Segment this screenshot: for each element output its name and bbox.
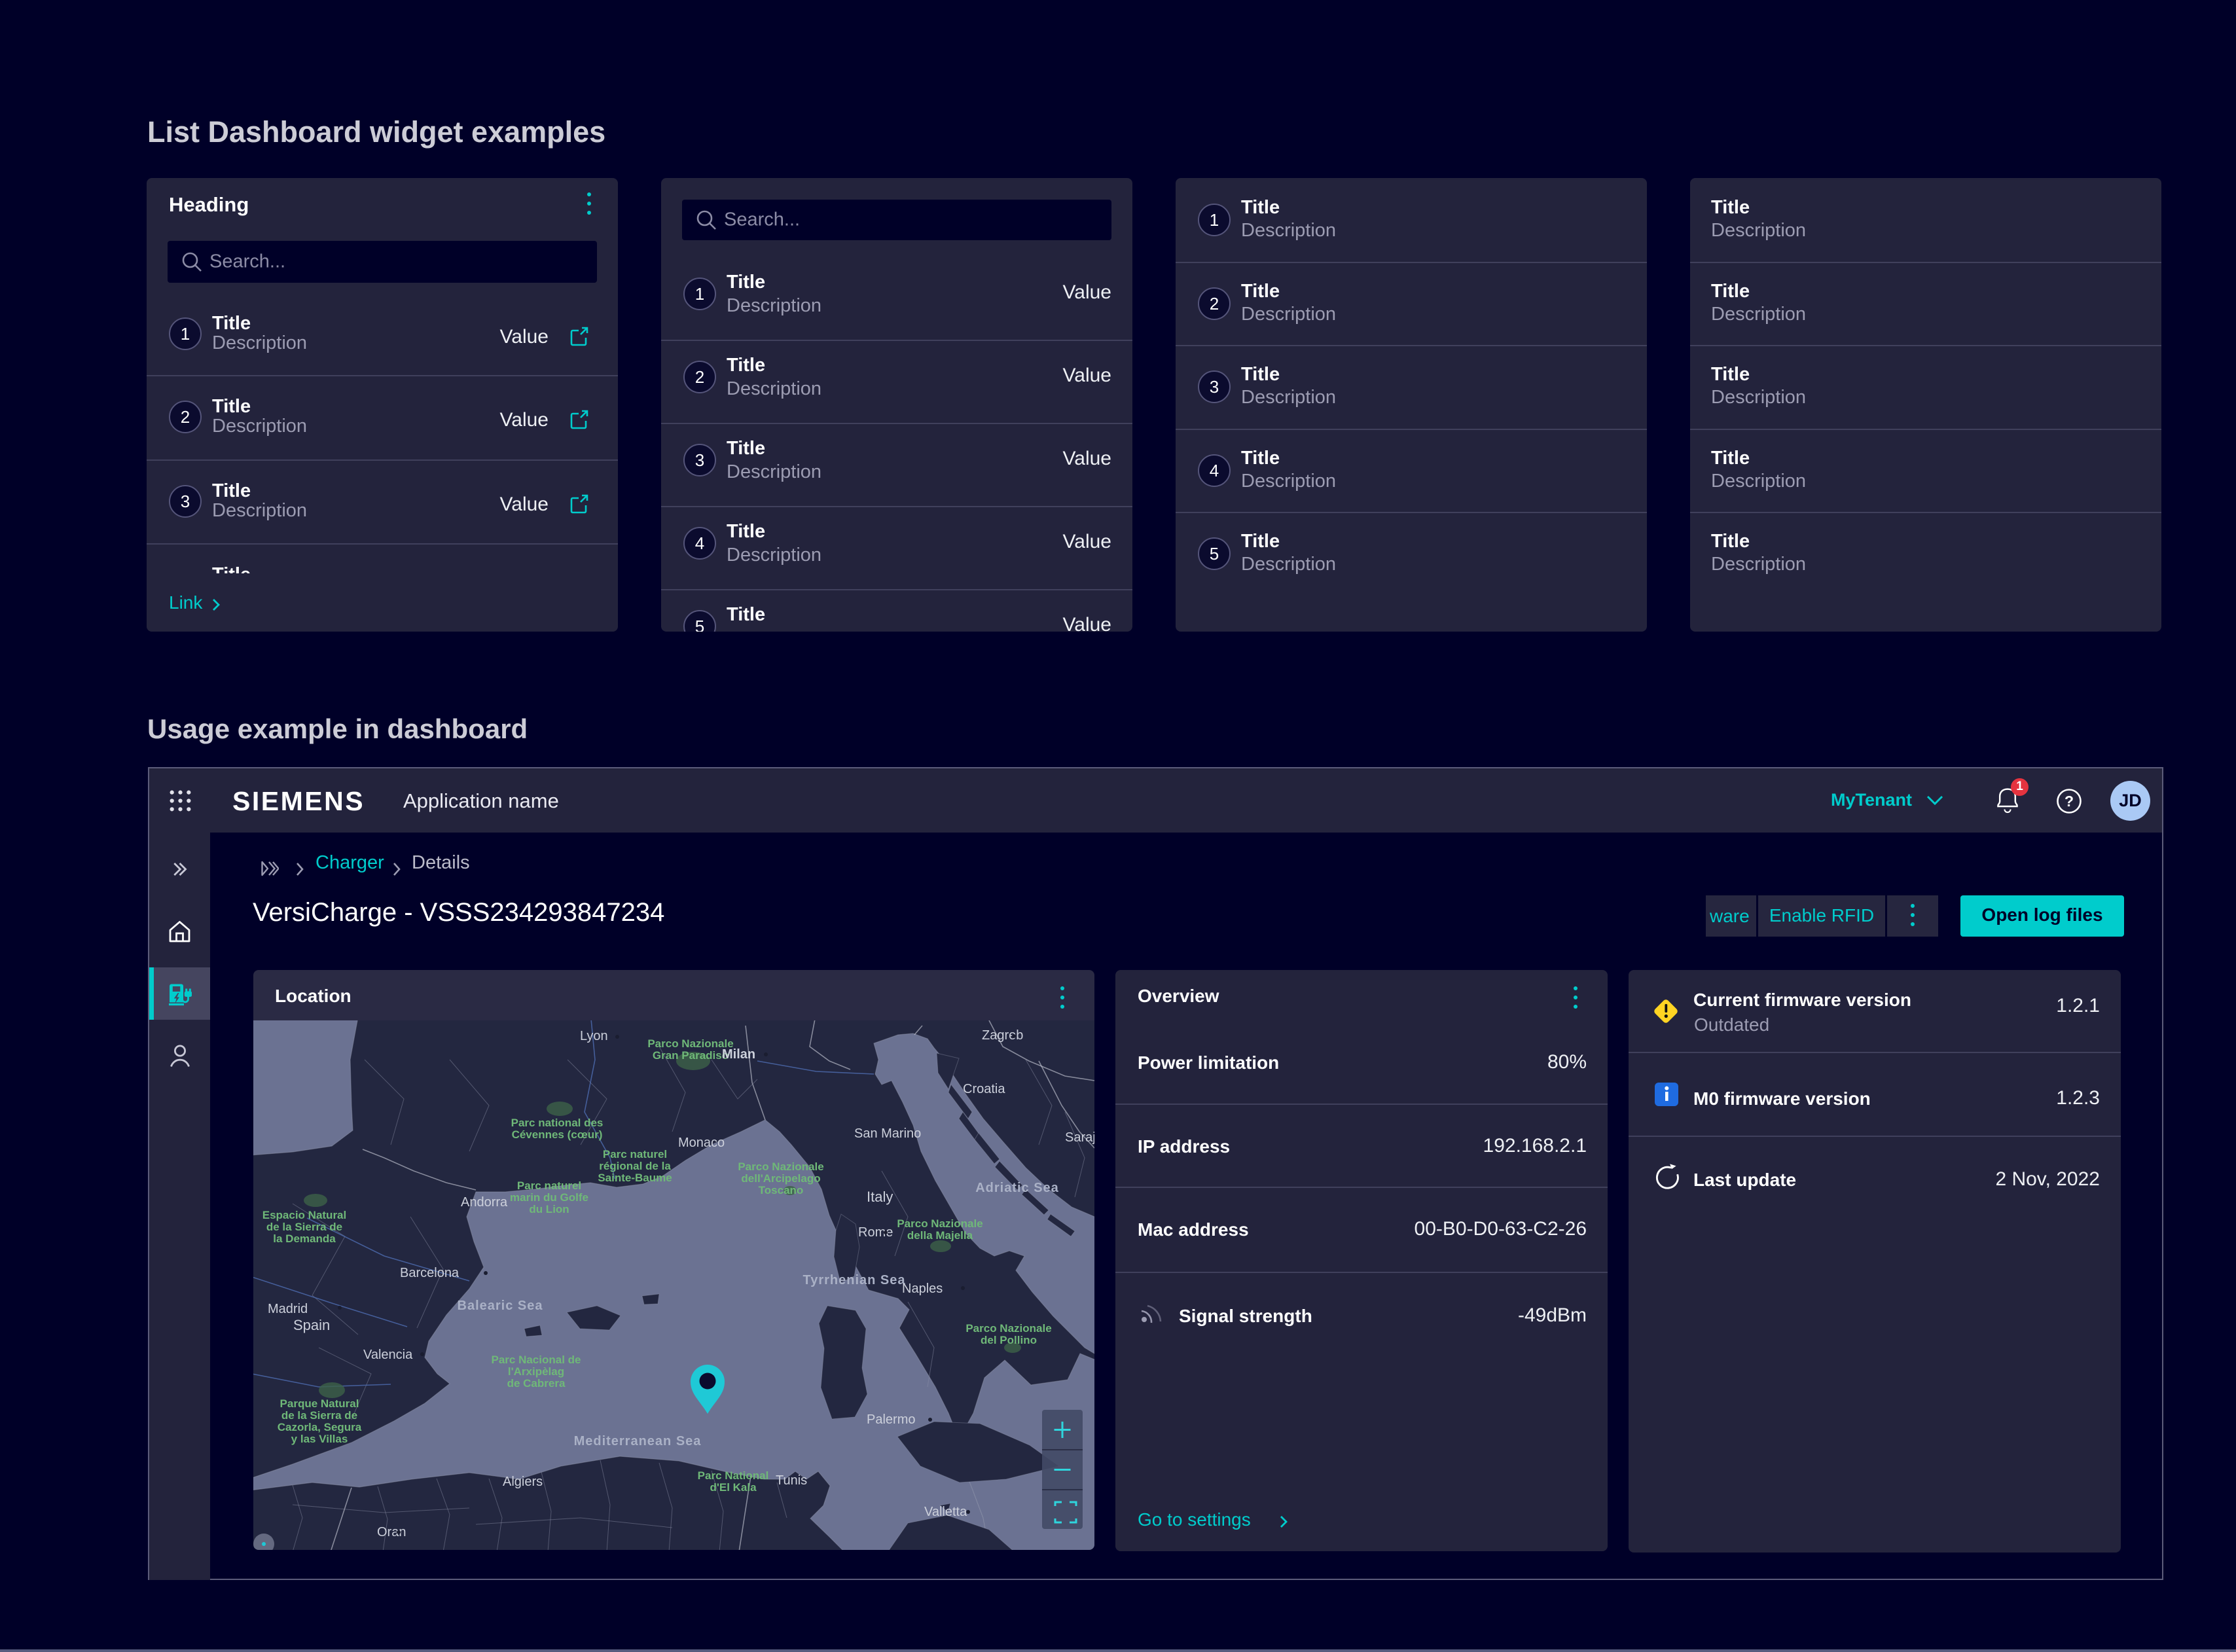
svg-text:Algiers: Algiers bbox=[503, 1475, 543, 1489]
svg-text:Gran Paradiso: Gran Paradiso bbox=[653, 1049, 729, 1062]
svg-text:Cazorla, Segura: Cazorla, Segura bbox=[278, 1421, 362, 1433]
svg-text:d'El Kala: d'El Kala bbox=[710, 1481, 757, 1494]
svg-text:Croatia: Croatia bbox=[963, 1082, 1005, 1096]
svg-text:de la Sierra de: de la Sierra de bbox=[266, 1221, 342, 1233]
svg-text:Lyon: Lyon bbox=[580, 1029, 608, 1043]
svg-text:Italy: Italy bbox=[867, 1189, 893, 1205]
svg-text:Espacio Natural: Espacio Natural bbox=[262, 1209, 347, 1221]
svg-text:Sainte-Baume: Sainte-Baume bbox=[598, 1172, 672, 1184]
svg-text:de la Sierra de: de la Sierra de bbox=[281, 1409, 357, 1422]
svg-text:Spain: Spain bbox=[293, 1317, 330, 1333]
svg-text:Parc naturel: Parc naturel bbox=[517, 1179, 581, 1192]
svg-text:la Demanda: la Demanda bbox=[273, 1232, 336, 1245]
svg-text:Tunis: Tunis bbox=[776, 1473, 807, 1488]
svg-text:della Majella: della Majella bbox=[907, 1229, 973, 1242]
svg-text:y las Villas: y las Villas bbox=[291, 1433, 348, 1445]
svg-text:Tyrrhenian Sea: Tyrrhenian Sea bbox=[802, 1273, 905, 1287]
svg-text:Barcelona: Barcelona bbox=[400, 1266, 460, 1280]
svg-text:Balearic Sea: Balearic Sea bbox=[458, 1299, 543, 1313]
svg-text:Parc naturel: Parc naturel bbox=[603, 1148, 667, 1160]
svg-text:?: ? bbox=[2065, 793, 2074, 810]
svg-text:dell'Arcipelago: dell'Arcipelago bbox=[741, 1172, 820, 1185]
svg-text:Cévennes (cœur): Cévennes (cœur) bbox=[512, 1128, 603, 1141]
svg-text:Parque Natural: Parque Natural bbox=[280, 1397, 359, 1410]
svg-text:régional de la: régional de la bbox=[599, 1160, 671, 1172]
svg-text:Milan: Milan bbox=[722, 1047, 755, 1062]
svg-text:Palermo: Palermo bbox=[867, 1412, 915, 1427]
svg-text:Zagreb: Zagreb bbox=[982, 1028, 1023, 1043]
svg-text:del Pollino: del Pollino bbox=[981, 1334, 1037, 1346]
svg-text:Mediterranean Sea: Mediterranean Sea bbox=[574, 1434, 702, 1448]
svg-text:Naples: Naples bbox=[902, 1282, 943, 1296]
svg-text:Madrid: Madrid bbox=[268, 1302, 308, 1316]
svg-text:Valencia: Valencia bbox=[363, 1348, 413, 1362]
svg-text:Parco Nazionale: Parco Nazionale bbox=[965, 1322, 1051, 1335]
svg-text:du Lion: du Lion bbox=[529, 1203, 569, 1215]
svg-text:Parco Nazionale: Parco Nazionale bbox=[738, 1160, 823, 1173]
svg-text:Valletta: Valletta bbox=[924, 1505, 967, 1519]
svg-text:Sarajev: Sarajev bbox=[1065, 1130, 1094, 1145]
svg-text:Parc Nacional de: Parc Nacional de bbox=[491, 1354, 581, 1366]
svg-text:Rome: Rome bbox=[858, 1225, 893, 1240]
svg-text:San Marino: San Marino bbox=[854, 1126, 921, 1141]
svg-text:Toscano: Toscano bbox=[759, 1184, 804, 1196]
svg-text:l'Arxipèlag: l'Arxipèlag bbox=[508, 1365, 564, 1378]
svg-text:Adriatic Sea: Adriatic Sea bbox=[975, 1181, 1059, 1195]
svg-text:Parco Nazionale: Parco Nazionale bbox=[897, 1217, 983, 1230]
svg-text:Monaco: Monaco bbox=[678, 1136, 725, 1150]
svg-text:Oran: Oran bbox=[377, 1525, 406, 1539]
svg-text:marin du Golfe: marin du Golfe bbox=[510, 1191, 588, 1204]
svg-text:de Cabrera: de Cabrera bbox=[507, 1377, 566, 1390]
svg-text:Parc National: Parc National bbox=[698, 1469, 769, 1482]
svg-text:Andorra: Andorra bbox=[461, 1195, 508, 1210]
svg-text:Parc national des: Parc national des bbox=[511, 1117, 604, 1129]
svg-text:Parco Nazionale: Parco Nazionale bbox=[647, 1037, 733, 1050]
